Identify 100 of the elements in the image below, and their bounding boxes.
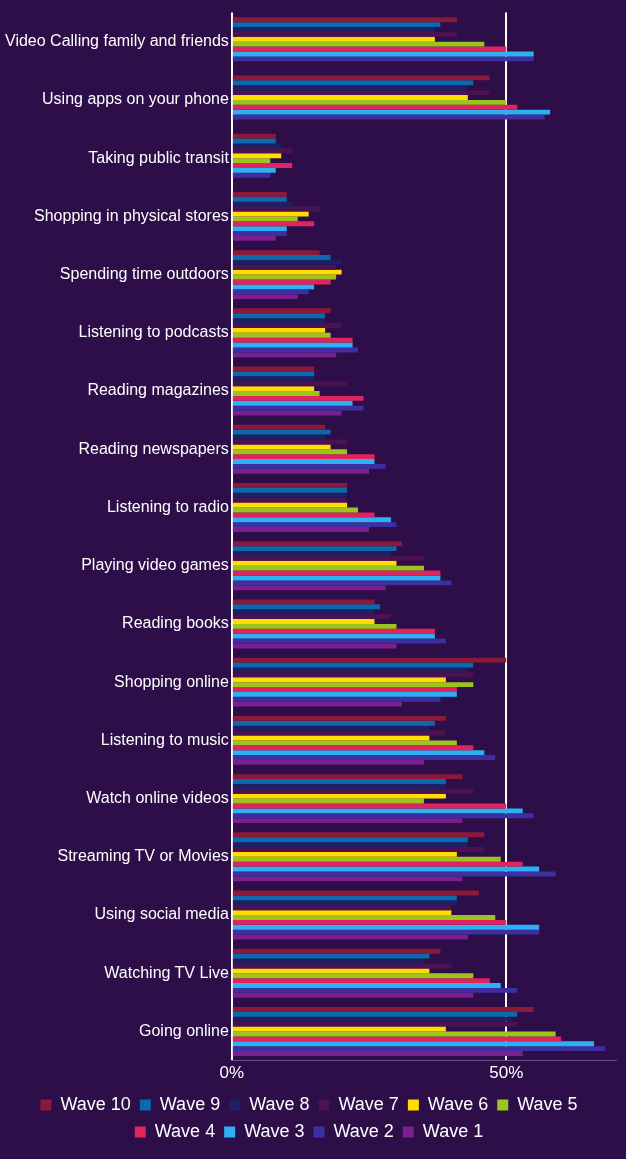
bar [232, 512, 375, 518]
bar [232, 323, 342, 328]
bar [232, 1046, 606, 1052]
bar [232, 294, 298, 300]
bar [232, 696, 441, 702]
bar [232, 376, 315, 382]
y-tick-label: Video Calling family and friends [5, 32, 229, 50]
legend-label: Wave 5 [517, 1093, 578, 1114]
bar [232, 701, 402, 707]
y-tick-label: Using social media [94, 905, 229, 923]
y-tick-label: Spending time outdoors [59, 265, 229, 283]
bar [232, 842, 468, 848]
bar [232, 104, 518, 110]
y-tick-label: Using apps on your phone [42, 90, 229, 108]
bar [232, 201, 293, 207]
bar [232, 924, 540, 930]
bar [232, 391, 320, 396]
bar [232, 585, 386, 591]
bar [232, 255, 331, 260]
bar [232, 725, 430, 731]
bar [232, 740, 457, 746]
bar [232, 808, 523, 814]
bar [232, 973, 474, 979]
bar [232, 371, 315, 377]
bar [232, 546, 397, 552]
bar [232, 395, 364, 401]
bar [232, 172, 271, 178]
bar [232, 454, 375, 460]
bar [232, 1041, 595, 1047]
bar [232, 308, 331, 314]
bar [232, 968, 430, 974]
bar [232, 463, 386, 469]
bar [232, 1016, 512, 1022]
bar [232, 643, 397, 649]
legend-label: Wave 8 [249, 1093, 310, 1114]
y-tick-label: Listening to radio [106, 497, 229, 515]
bar [232, 774, 463, 780]
bar [232, 22, 441, 28]
bar [232, 231, 287, 236]
bar [232, 269, 342, 275]
bar [232, 347, 359, 353]
bar [232, 56, 534, 62]
legend-label: Wave 3 [244, 1120, 305, 1141]
bar [232, 565, 424, 571]
bar [232, 803, 507, 809]
bar [232, 788, 474, 794]
legend-label: Wave 4 [154, 1120, 216, 1141]
y-tick-label: Reading books [122, 614, 229, 632]
bar [232, 332, 331, 338]
bar [232, 609, 375, 615]
bar [232, 211, 309, 217]
bar [232, 27, 435, 32]
bar [232, 623, 397, 629]
bar [232, 148, 293, 154]
bar [232, 41, 485, 47]
bar [232, 386, 315, 392]
bar [232, 31, 457, 37]
bar [232, 628, 435, 634]
bar [232, 614, 391, 620]
bar [232, 910, 452, 916]
bar [232, 90, 490, 96]
bar [232, 551, 391, 556]
bar [232, 153, 282, 159]
bar [232, 235, 276, 241]
bar [232, 196, 287, 202]
bar [232, 289, 309, 295]
bar [232, 75, 490, 81]
bar [232, 250, 320, 256]
y-tick-label: Watching TV Live [104, 963, 229, 981]
bar [232, 541, 402, 547]
bar [232, 813, 534, 819]
bar [232, 1036, 562, 1042]
y-tick-label: Listening to podcasts [78, 323, 229, 341]
x-tick-label: 50% [489, 1063, 524, 1083]
bar [232, 492, 348, 498]
bar [232, 313, 326, 319]
y-tick-label: Shopping online [114, 672, 229, 690]
bar [232, 963, 452, 969]
bar [232, 983, 501, 988]
bar [232, 895, 457, 901]
bar [232, 517, 391, 523]
legend-label: Wave 7 [338, 1093, 399, 1114]
legend-label: Wave 1 [422, 1120, 484, 1141]
bar [232, 429, 331, 435]
bar [232, 163, 293, 168]
bar [232, 599, 375, 605]
bar [232, 109, 551, 115]
bar [232, 167, 276, 173]
bar [232, 1011, 518, 1017]
legend-label: Wave 6 [427, 1093, 489, 1114]
bar [232, 735, 430, 741]
bar [232, 507, 359, 513]
bar [232, 497, 348, 503]
bar [232, 352, 337, 358]
bar [232, 915, 496, 920]
bar [232, 133, 276, 139]
bar [232, 633, 435, 639]
bar [232, 978, 490, 984]
bar [232, 677, 446, 683]
bar [232, 158, 271, 164]
